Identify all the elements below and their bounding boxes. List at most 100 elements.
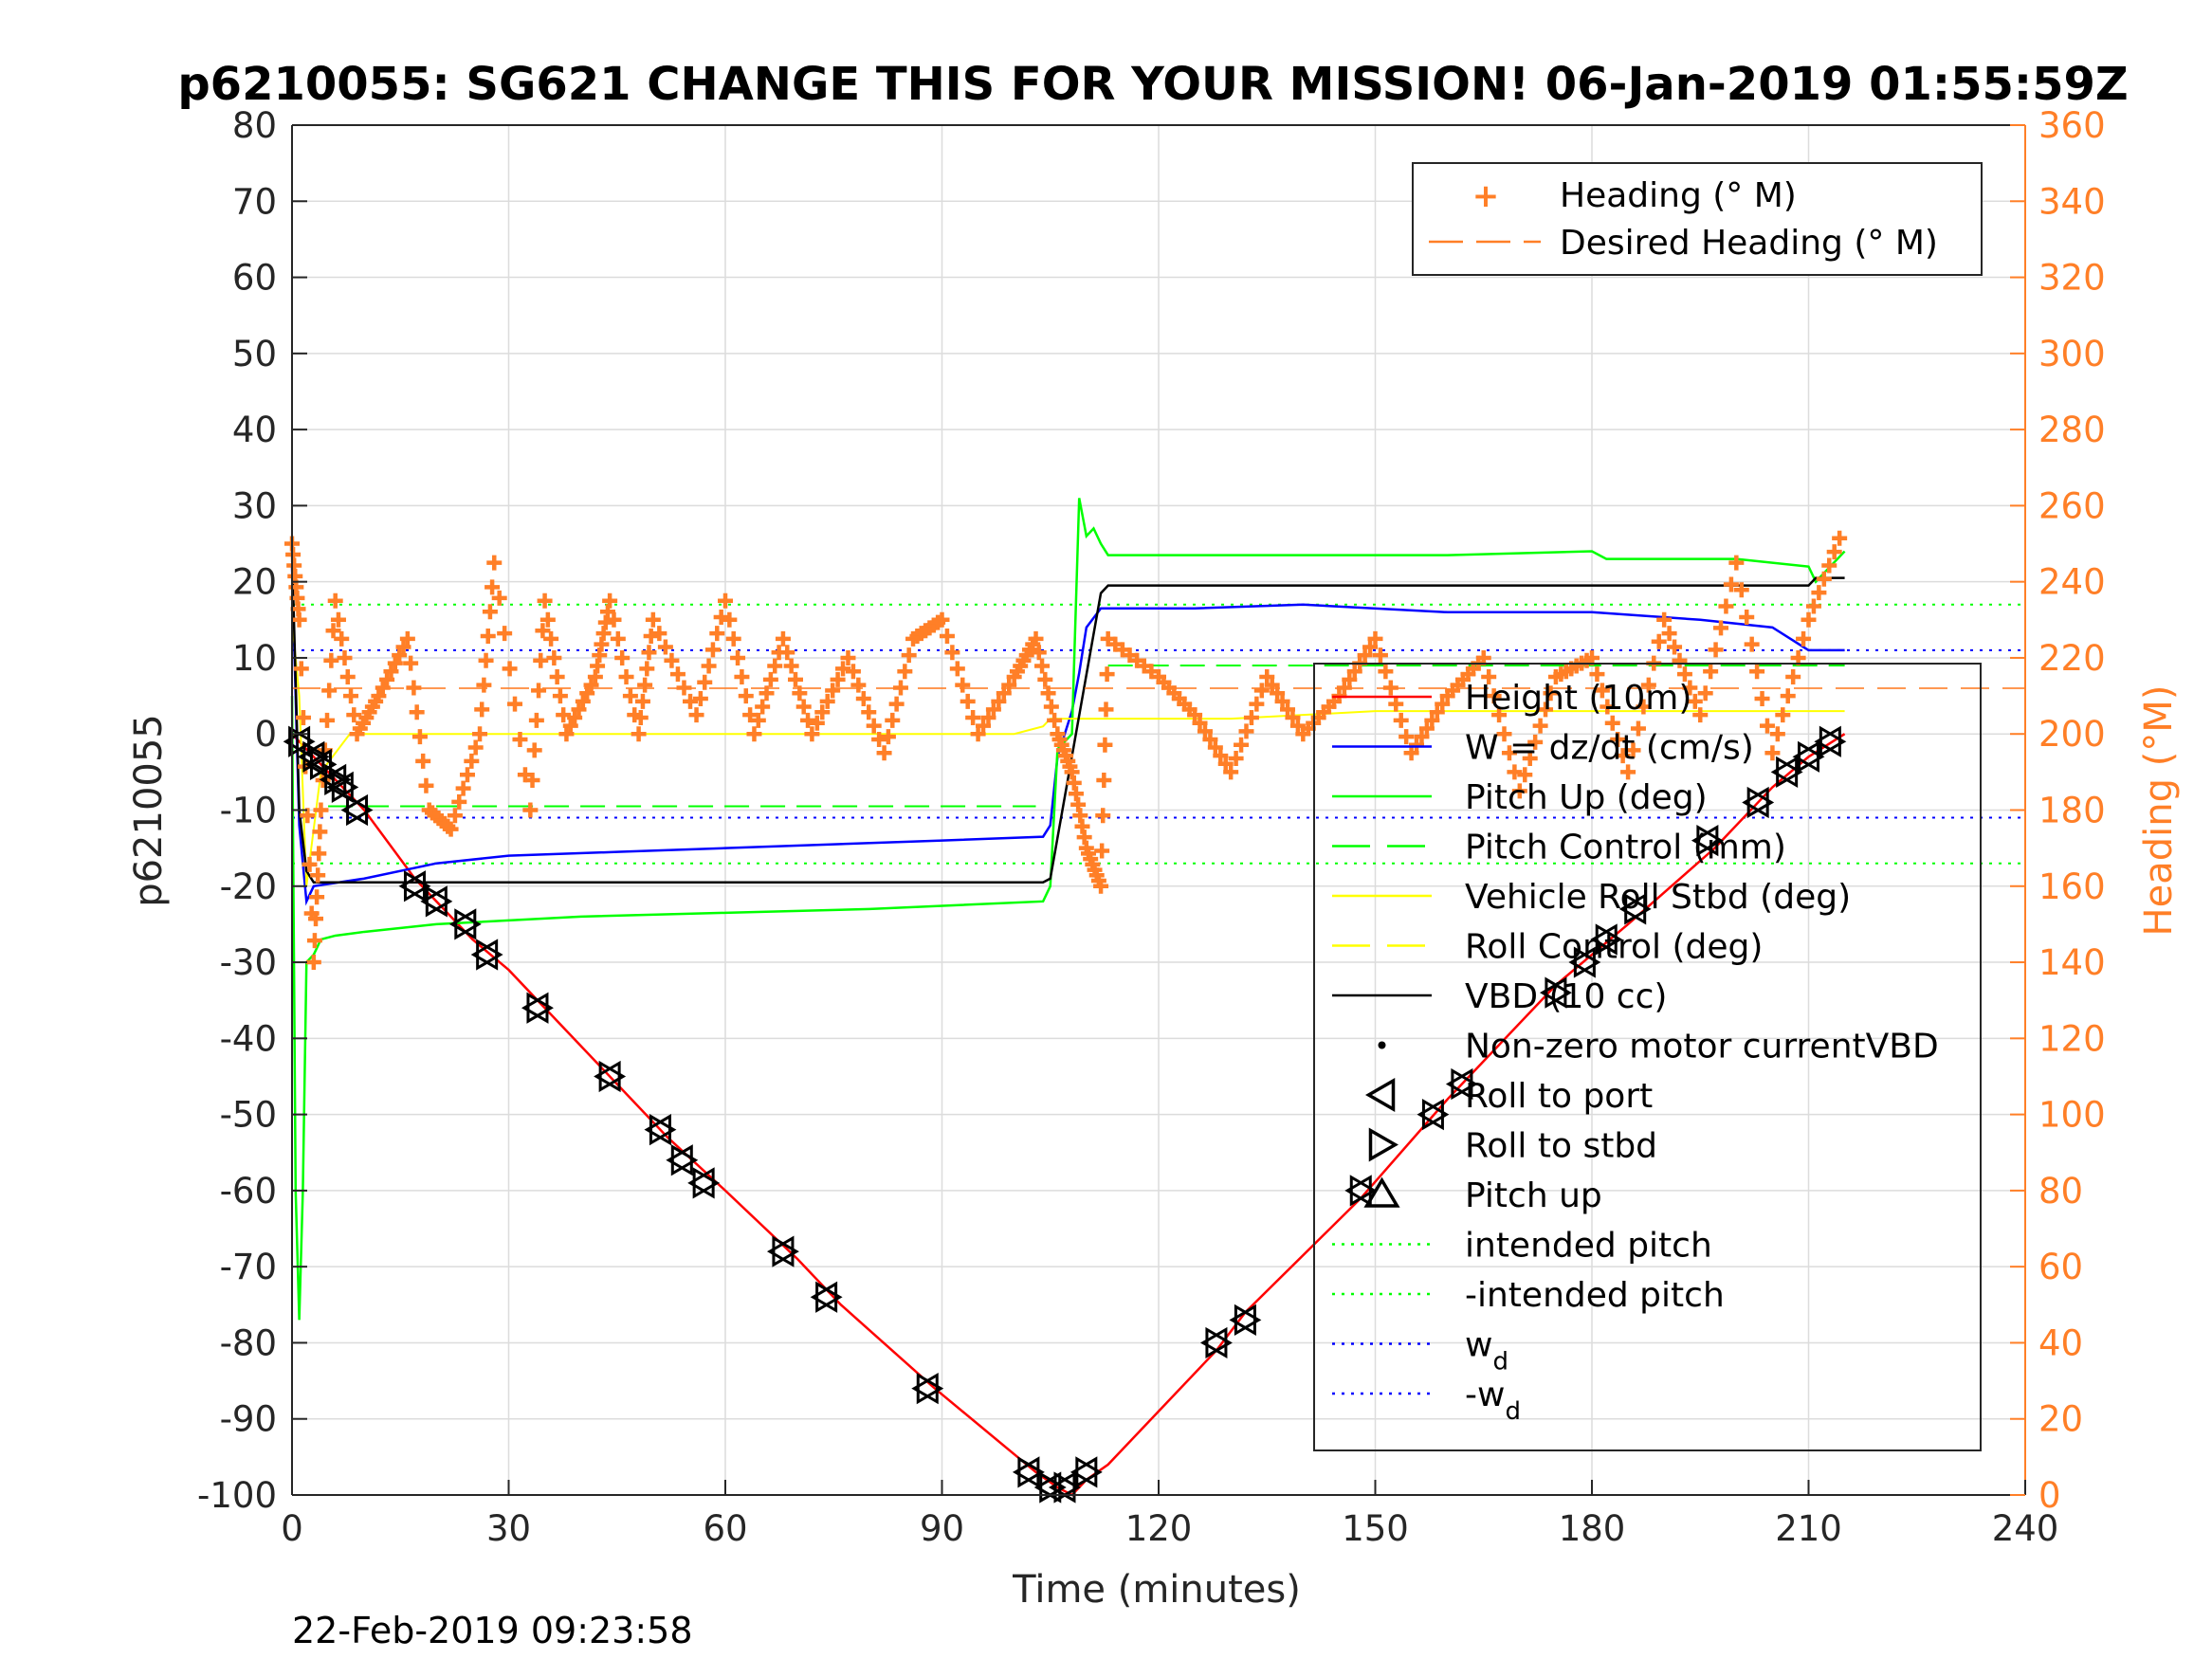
x-tick-label: 90 <box>920 1508 964 1549</box>
heading-point <box>1253 683 1270 699</box>
roll-stbd-marker <box>324 763 352 796</box>
roll-marker <box>1568 946 1601 978</box>
roll-marker <box>1229 1304 1262 1336</box>
heading-point <box>1630 720 1646 737</box>
heading-point <box>327 592 343 609</box>
heading-point <box>1259 669 1275 685</box>
heading-point <box>855 690 871 706</box>
heading-point <box>787 671 803 687</box>
heading-point <box>949 661 965 677</box>
heading-point <box>742 707 759 723</box>
roll-port-marker <box>1590 923 1618 956</box>
y-tick-label: 0 <box>254 714 277 755</box>
heading-point <box>1667 639 1683 655</box>
y-tick-label: -80 <box>220 1322 277 1363</box>
y-tick-label: -30 <box>220 942 277 983</box>
roll-stbd-marker <box>1696 824 1724 857</box>
roll-port-marker <box>666 1144 693 1176</box>
heading-point <box>526 742 542 758</box>
heading-point <box>637 677 653 693</box>
heading-point <box>1357 647 1373 664</box>
heading-point <box>535 623 551 639</box>
roll-port-marker <box>326 771 354 804</box>
roll-port-marker <box>1814 725 1841 757</box>
heading-point <box>308 911 324 927</box>
legend-label: Pitch Control (mm) <box>1465 829 1786 867</box>
heading-point <box>1600 699 1616 715</box>
y-tick-label: -70 <box>220 1247 277 1287</box>
heading-point <box>313 802 329 818</box>
heading-point <box>901 647 917 664</box>
heading-point <box>830 671 846 687</box>
roll-port-marker <box>1691 824 1719 857</box>
heading-point <box>1280 702 1296 718</box>
heading-point <box>399 630 415 647</box>
heading-point <box>1744 636 1760 652</box>
heading-point <box>1187 707 1203 723</box>
heading-point <box>1264 677 1280 693</box>
legend-label: -intended pitch <box>1465 1276 1725 1315</box>
roll-stbd-marker <box>1053 1471 1081 1504</box>
x-tick-label: 30 <box>486 1508 531 1549</box>
roll-stbd-marker <box>1205 1326 1233 1359</box>
heading-point <box>825 683 841 699</box>
heading-point <box>1238 723 1254 739</box>
roll-stbd-marker <box>454 908 482 940</box>
heading-point <box>552 688 568 704</box>
heading-point <box>746 726 762 742</box>
heading-point <box>657 639 673 655</box>
y-tick-label: 60 <box>232 258 277 299</box>
heading-point <box>1697 685 1713 702</box>
roll-marker <box>1742 786 1775 819</box>
heading-point <box>415 753 431 769</box>
y-right-tick-label: 360 <box>2038 105 2106 146</box>
heading-point <box>1739 609 1755 625</box>
heading-point <box>507 696 523 712</box>
y-tick-label: -10 <box>220 791 277 831</box>
roll-port-marker <box>644 1114 671 1146</box>
heading-point <box>840 649 856 665</box>
roll-stbd-marker <box>670 1144 699 1176</box>
y-tick-label: -40 <box>220 1018 277 1059</box>
heading-point <box>1491 707 1508 723</box>
heading-point <box>1805 598 1821 614</box>
heading-point <box>1527 734 1544 750</box>
heading-point <box>683 693 699 709</box>
triangle-right-icon <box>1368 1127 1399 1162</box>
heading-point <box>1098 702 1114 718</box>
legend-entry: Roll Control (deg) <box>1332 928 1763 967</box>
y-right-tick-label: 80 <box>2038 1171 2083 1212</box>
series-layer <box>284 498 2025 1497</box>
heading-point <box>1625 742 1641 758</box>
legend-label: Roll Control (deg) <box>1465 928 1763 967</box>
roll-marker <box>398 870 431 902</box>
y-tick-label: -50 <box>220 1095 277 1136</box>
heading-point <box>1001 677 1017 693</box>
y-right-tick-label: 220 <box>2038 638 2106 679</box>
heading-point <box>325 623 341 639</box>
heading-point <box>1703 664 1719 680</box>
y-tick-label: 40 <box>232 410 277 450</box>
heading-point <box>645 611 661 628</box>
heading-point <box>631 726 647 742</box>
heading-point <box>524 772 540 788</box>
heading-point <box>1749 664 1765 680</box>
heading-point <box>1435 696 1451 712</box>
heading-point <box>1362 639 1379 655</box>
roll-marker <box>766 1235 799 1267</box>
heading-point <box>1037 671 1053 687</box>
heading-point <box>1378 664 1394 680</box>
heading-point <box>980 710 996 726</box>
legend-label: W = dz/dt (cm/s) <box>1465 729 1754 768</box>
heading-point <box>888 696 905 712</box>
y-right-tick-label: 120 <box>2038 1018 2106 1059</box>
heading-point <box>965 710 981 726</box>
heading-point <box>478 652 494 668</box>
roll-marker <box>470 939 503 971</box>
roll-port-marker <box>766 1235 795 1267</box>
heading-point <box>1780 688 1796 704</box>
roll-stbd-marker <box>1819 725 1847 757</box>
heading-point <box>1594 683 1610 699</box>
heading-point <box>1228 751 1244 767</box>
y-tick-label: 20 <box>232 562 277 603</box>
